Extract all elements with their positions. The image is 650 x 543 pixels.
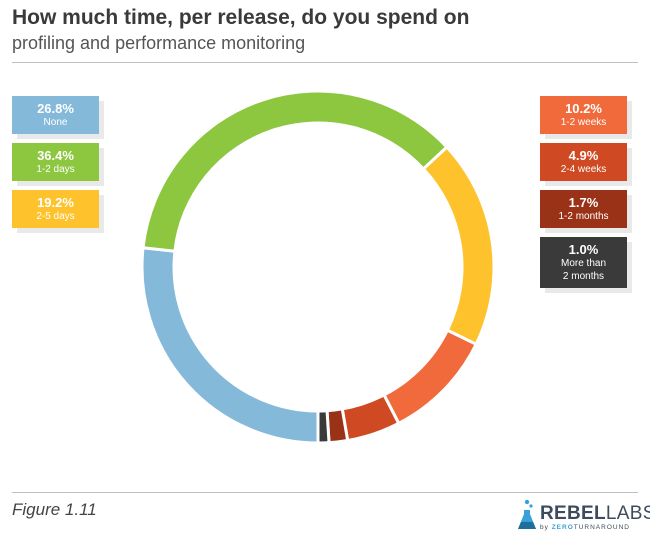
bottom-divider — [12, 492, 638, 493]
chart-title: How much time, per release, do you spend… — [12, 6, 470, 29]
legend-pct: 1.0% — [568, 242, 599, 257]
legend-left: 26.8% None 36.4% 1-2 days 19.2% 2-5 days — [12, 96, 99, 237]
legend-pct: 1.7% — [568, 195, 599, 210]
donut-slice-none — [140, 246, 320, 445]
legend-label: 1-2 days — [36, 164, 75, 175]
donut-slice-1-2-weeks — [382, 328, 479, 426]
legend-pct: 19.2% — [37, 195, 74, 210]
top-divider — [12, 62, 638, 63]
legend-card-left-0: 26.8% None — [12, 96, 99, 134]
logo-byline: by ZEROTURNAROUND — [540, 524, 630, 531]
figure-label: Figure 1.11 — [12, 500, 97, 519]
legend-card-right-0: 10.2% 1-2 weeks — [540, 96, 627, 134]
donut-slice-more-than-2-months — [316, 409, 331, 445]
legend-pct: 36.4% — [37, 148, 74, 163]
legend-right: 10.2% 1-2 weeks 4.9% 2-4 weeks 1.7% 1-2 month… — [540, 96, 627, 297]
legend-card-left-2: 19.2% 2-5 days — [12, 190, 99, 228]
legend-label: 2-4 weeks — [560, 164, 607, 175]
legend-pct: 4.9% — [568, 148, 599, 163]
legend-pct: 10.2% — [565, 101, 602, 116]
legend-label: None — [43, 117, 68, 128]
rebellabs-logo: REBELLABS by ZEROTURNAROUND — [518, 498, 650, 534]
legend-label: More than 2 months — [560, 258, 607, 282]
legend-card-right-2: 1.7% 1-2 months — [540, 190, 627, 228]
legend-pct: 26.8% — [37, 101, 74, 116]
donut-slice-2-5-days — [421, 144, 496, 347]
legend-label: 2-5 days — [36, 211, 75, 222]
donut-slice-1-2-days — [141, 89, 449, 253]
chart-subtitle: profiling and performance monitoring — [12, 33, 306, 53]
legend-card-right-3: 1.0% More than 2 months — [540, 237, 627, 288]
flask-icon — [518, 499, 536, 529]
legend-card-right-1: 4.9% 2-4 weeks — [540, 143, 627, 181]
legend-label: 1-2 weeks — [560, 117, 607, 128]
legend-label: 1-2 months — [558, 211, 609, 222]
logo-brand: REBELLABS — [540, 503, 650, 524]
legend-card-left-1: 36.4% 1-2 days — [12, 143, 99, 181]
